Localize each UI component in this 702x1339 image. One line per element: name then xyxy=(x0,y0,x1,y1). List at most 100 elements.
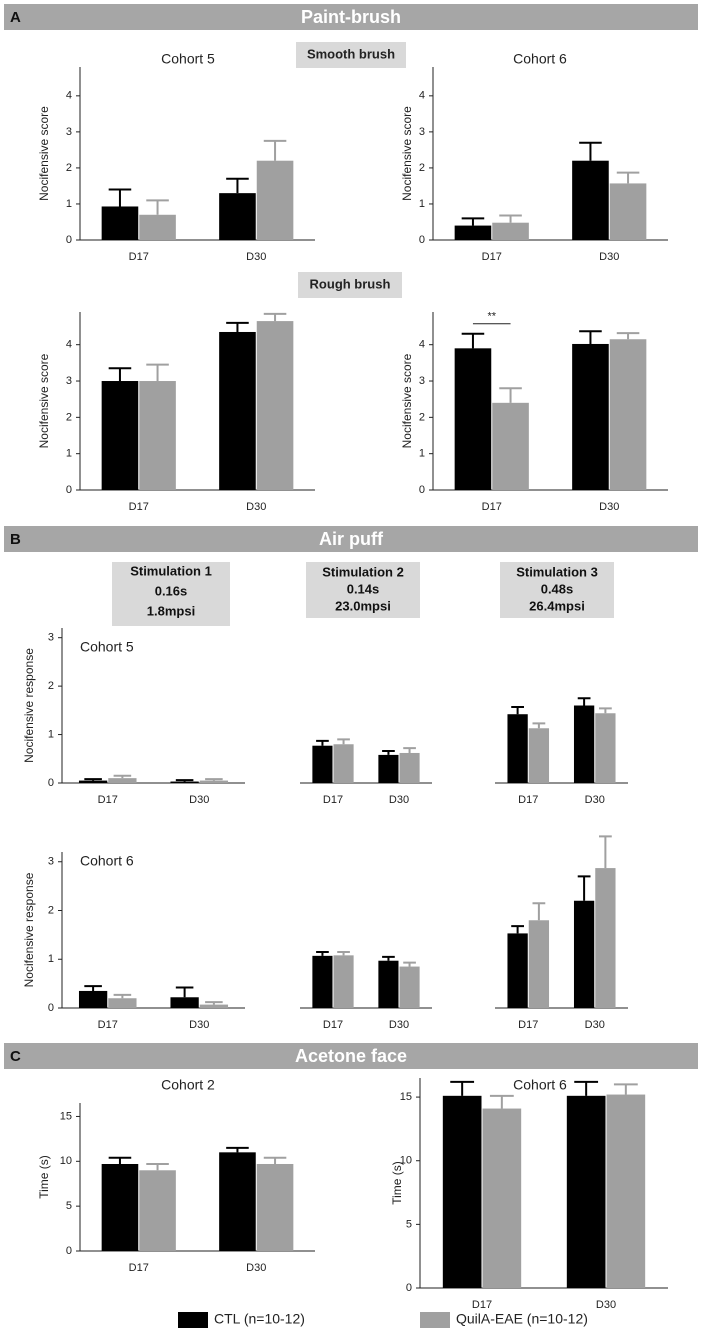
bar xyxy=(78,990,108,1008)
error-bar xyxy=(316,739,329,746)
y-tick-label: 3 xyxy=(66,126,72,138)
y-axis-label: Time (s) xyxy=(37,1155,51,1199)
error-bar xyxy=(113,993,132,999)
y-tick-label: 5 xyxy=(406,1218,412,1230)
subtitle-box xyxy=(298,272,402,298)
y-tick-label: 0 xyxy=(48,777,54,789)
y-tick-label: 0 xyxy=(406,1282,412,1294)
bar xyxy=(595,713,616,783)
chart-title: Cohort 5 xyxy=(161,51,215,67)
error-bar xyxy=(599,707,612,714)
bar xyxy=(507,714,528,783)
x-tick-label: D30 xyxy=(246,501,266,513)
x-tick-label: D30 xyxy=(389,1019,409,1031)
error-bar xyxy=(113,774,132,779)
bar xyxy=(573,900,595,1008)
section-bar xyxy=(4,4,698,30)
x-tick-label: D17 xyxy=(323,1019,343,1031)
bar xyxy=(572,160,609,240)
bar xyxy=(170,781,199,783)
error-bar xyxy=(461,217,485,226)
error-bar xyxy=(461,332,485,349)
error-bar xyxy=(175,986,194,998)
x-tick-label: D30 xyxy=(585,1019,605,1031)
bar xyxy=(399,966,420,1008)
bar xyxy=(454,348,492,490)
error-bar xyxy=(337,738,350,745)
y-tick-label: 0 xyxy=(66,1245,72,1257)
y-tick-label: 0 xyxy=(66,484,72,496)
x-tick-label: D30 xyxy=(246,251,266,263)
stim-duration: 0.14s xyxy=(347,581,380,596)
y-tick-label: 1 xyxy=(66,198,72,210)
y-tick-label: 1 xyxy=(66,448,72,460)
error-bar xyxy=(489,1094,514,1109)
x-tick-label: D17 xyxy=(482,251,502,263)
y-tick-label: 4 xyxy=(419,339,425,351)
x-tick-label: D30 xyxy=(596,1299,616,1311)
x-tick-label: D17 xyxy=(98,1019,118,1031)
y-tick-label: 3 xyxy=(419,126,425,138)
bar xyxy=(108,998,137,1008)
error-bar xyxy=(84,778,102,781)
bar xyxy=(566,1095,606,1288)
error-bar xyxy=(263,139,287,161)
error-bar xyxy=(574,1080,599,1096)
error-bar xyxy=(579,330,602,344)
bar xyxy=(256,1163,294,1251)
error-bar xyxy=(599,835,612,869)
y-tick-label: 1 xyxy=(48,953,54,965)
y-tick-label: 10 xyxy=(60,1155,72,1167)
stim-pressure: 23.0mpsi xyxy=(335,598,391,613)
error-bar xyxy=(579,141,602,161)
bar xyxy=(312,955,333,1008)
y-tick-label: 3 xyxy=(48,632,54,644)
error-bar xyxy=(499,214,522,223)
y-tick-label: 3 xyxy=(66,375,72,387)
chart-title: Cohort 6 xyxy=(513,51,567,67)
y-tick-label: 10 xyxy=(400,1155,412,1167)
y-axis-label: Nocifensive score xyxy=(400,106,414,201)
y-tick-label: 15 xyxy=(400,1091,412,1103)
section-bar xyxy=(4,1043,698,1069)
y-tick-label: 5 xyxy=(66,1200,72,1212)
chart-title: Cohort 6 xyxy=(513,1077,567,1093)
bar xyxy=(606,1094,646,1288)
stim-pressure: 26.4mpsi xyxy=(529,598,585,613)
y-tick-label: 1 xyxy=(419,448,425,460)
section-letter: C xyxy=(10,1048,21,1065)
x-tick-label: D30 xyxy=(599,251,619,263)
y-tick-label: 0 xyxy=(66,234,72,246)
bar xyxy=(139,1170,176,1251)
y-axis-label: Nocifensive score xyxy=(400,353,414,448)
y-axis-label: Nocifensive response xyxy=(22,872,36,987)
bar xyxy=(199,1004,229,1008)
section-title: Paint-brush xyxy=(301,7,401,27)
error-bar xyxy=(226,1146,249,1153)
bar xyxy=(199,780,229,783)
y-tick-label: 3 xyxy=(419,375,425,387)
x-tick-label: D30 xyxy=(585,794,605,806)
x-tick-label: D30 xyxy=(189,794,209,806)
annotation: ** xyxy=(487,311,496,323)
bar xyxy=(528,728,550,783)
error-bar xyxy=(146,1162,169,1171)
error-bar xyxy=(226,321,249,332)
bar xyxy=(399,752,420,783)
error-bar xyxy=(613,1083,638,1095)
section-title: Acetone face xyxy=(295,1046,407,1066)
error-bar xyxy=(532,902,546,921)
bar xyxy=(507,933,528,1008)
legend-swatch xyxy=(420,1312,450,1328)
y-tick-label: 0 xyxy=(419,234,425,246)
x-tick-label: D17 xyxy=(482,501,502,513)
bar xyxy=(609,183,647,240)
x-tick-label: D30 xyxy=(246,1262,266,1274)
y-tick-label: 2 xyxy=(66,411,72,423)
y-tick-label: 2 xyxy=(48,904,54,916)
bar xyxy=(219,193,256,240)
error-bar xyxy=(382,955,395,961)
y-axis-label: Nocifensive response xyxy=(22,648,36,763)
error-bar xyxy=(616,332,640,340)
bar xyxy=(492,402,529,490)
